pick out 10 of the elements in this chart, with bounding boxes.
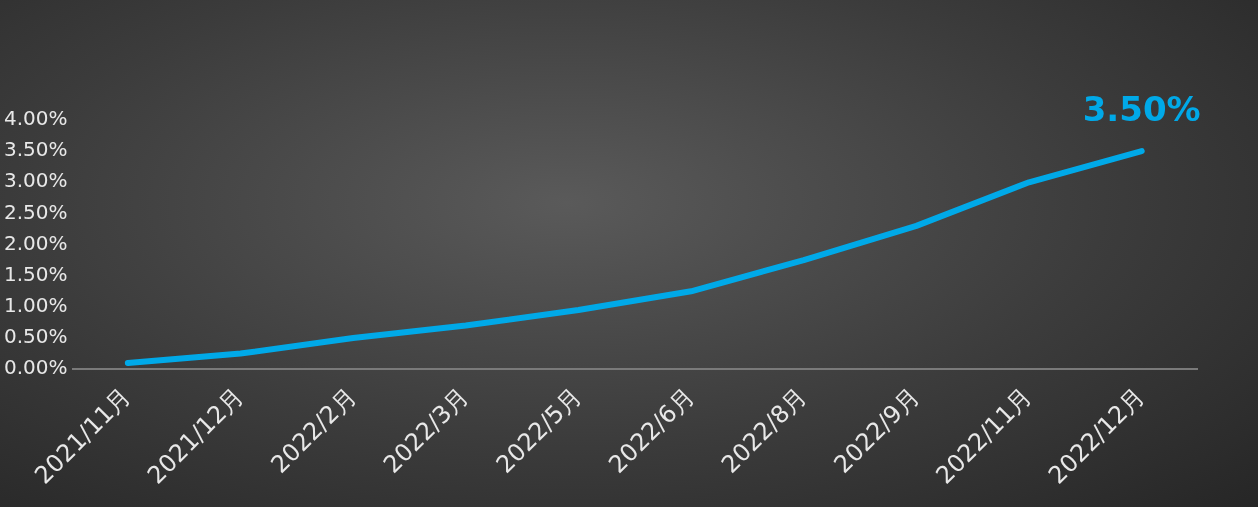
data-label: 3.50% <box>1082 88 1201 129</box>
y-tick-label: 3.00% <box>3 168 68 193</box>
y-tick-label: 0.00% <box>3 355 68 380</box>
y-tick-label: 2.00% <box>3 230 68 255</box>
y-tick-label: 1.00% <box>3 293 68 318</box>
y-tick-label: 1.50% <box>3 261 68 286</box>
y-tick-label: 0.50% <box>3 324 68 349</box>
y-tick-label: 2.50% <box>3 199 68 224</box>
y-tick-label: 4.00% <box>3 106 68 131</box>
y-tick-label: 3.50% <box>3 137 68 162</box>
